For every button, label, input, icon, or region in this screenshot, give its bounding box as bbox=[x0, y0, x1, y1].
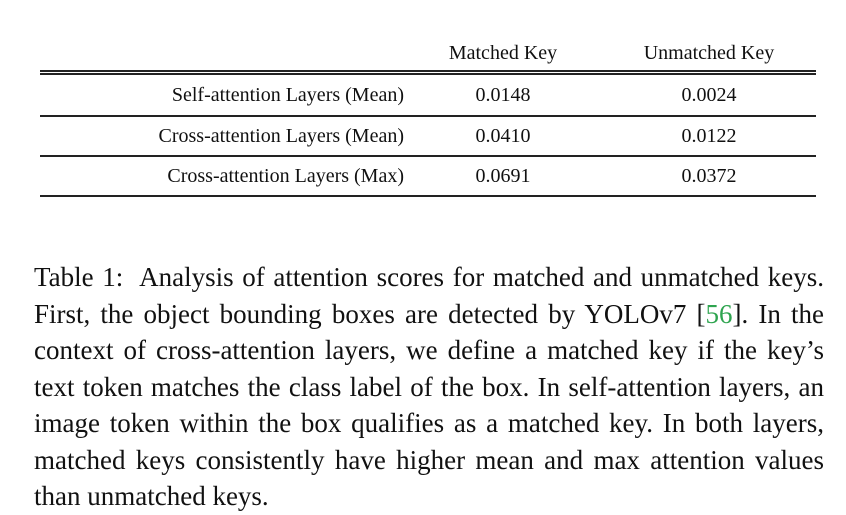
citation-link[interactable]: 56 bbox=[705, 298, 733, 329]
header-matched-key: Matched Key bbox=[404, 36, 602, 75]
table-caption: Table 1: Analysis of attention scores fo… bbox=[34, 259, 824, 515]
row-label: Self-attention Layers (Mean) bbox=[40, 72, 404, 117]
table-row: Self-attention Layers (Mean) 0.0148 0.00… bbox=[40, 72, 816, 117]
unmatched-value: 0.0024 bbox=[602, 72, 816, 117]
table-row: Cross-attention Layers (Max) 0.0691 0.03… bbox=[40, 156, 816, 197]
unmatched-value: 0.0122 bbox=[602, 116, 816, 157]
matched-value: 0.0410 bbox=[404, 116, 602, 157]
matched-value: 0.0148 bbox=[404, 72, 602, 117]
table-row: Cross-attention Layers (Mean) 0.0410 0.0… bbox=[40, 116, 816, 157]
caption-label: Table 1: bbox=[34, 262, 124, 292]
header-unmatched-key: Unmatched Key bbox=[602, 36, 816, 75]
row-label: Cross-attention Layers (Mean) bbox=[40, 116, 404, 157]
unmatched-value: 0.0372 bbox=[602, 156, 816, 197]
caption-text-after-cite: ]. In the context of cross-attention lay… bbox=[34, 298, 825, 512]
row-label: Cross-attention Layers (Max) bbox=[40, 156, 404, 197]
attention-scores-table: Matched Key Unmatched Key Self-attention… bbox=[40, 36, 816, 197]
caption-text-before-cite: Analysis of attention scores for matched… bbox=[34, 262, 825, 329]
results-table-container: Matched Key Unmatched Key Self-attention… bbox=[40, 36, 816, 197]
table-header-row: Matched Key Unmatched Key bbox=[40, 36, 816, 75]
header-empty-cell bbox=[40, 36, 404, 75]
matched-value: 0.0691 bbox=[404, 156, 602, 197]
